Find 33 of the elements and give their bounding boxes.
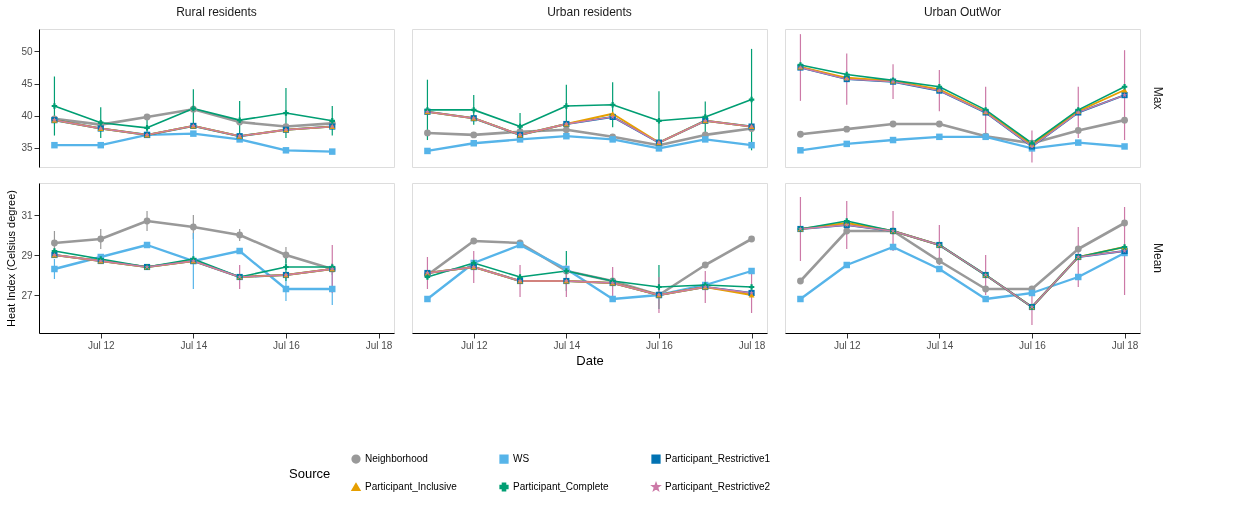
x-tick-label: Jul 14 xyxy=(553,339,581,351)
legend-label: Neighborhood xyxy=(365,453,428,465)
x-tick-label: Jul 16 xyxy=(1019,339,1047,351)
x-tick-label: Jul 12 xyxy=(460,339,489,351)
y-tick-label: 45 xyxy=(21,78,33,90)
x-tick-label: Jul 14 xyxy=(180,339,208,351)
x-tick-label: Jul 12 xyxy=(833,339,862,351)
text: Max xyxy=(1151,86,1165,110)
x-axis-title: Date xyxy=(576,352,604,368)
y-tick-label: 29 xyxy=(21,249,33,261)
y-axis-title: Heat Index (Celsius degree) xyxy=(5,190,18,327)
y-tick-label: 40 xyxy=(21,110,33,122)
legend-label: WS xyxy=(513,453,530,465)
legend-label: Participant_Restrictive2 xyxy=(665,481,771,492)
x-tick-label: Jul 16 xyxy=(646,339,674,351)
x-tick-label: Jul 18 xyxy=(365,339,393,351)
legend-title: Source xyxy=(289,466,331,481)
chart-title: Urban residents xyxy=(547,5,632,19)
x-tick-label: Jul 14 xyxy=(926,339,954,351)
legend-label: Participant_Complete xyxy=(513,481,610,492)
legend-label: Participant_Restrictive1 xyxy=(665,453,771,465)
x-tick-label: Jul 18 xyxy=(738,339,766,351)
chart-title: Rural residents xyxy=(176,5,257,19)
y-tick-label: 27 xyxy=(21,289,33,301)
y-tick-label: 31 xyxy=(21,209,33,221)
text: Mean xyxy=(1151,242,1165,274)
chart-title: Urban OutWor xyxy=(923,5,1002,19)
x-tick-label: Jul 18 xyxy=(1111,339,1139,351)
y-tick-label: 35 xyxy=(21,142,33,154)
y-tick-label: 50 xyxy=(21,45,33,57)
x-tick-label: Jul 12 xyxy=(87,339,116,351)
legend-label: Participant_Inclusive xyxy=(365,481,458,492)
x-tick-label: Jul 16 xyxy=(273,339,301,351)
